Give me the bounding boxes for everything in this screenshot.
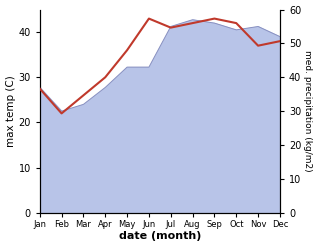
X-axis label: date (month): date (month) — [119, 231, 201, 242]
Y-axis label: med. precipitation (kg/m2): med. precipitation (kg/m2) — [303, 50, 313, 172]
Y-axis label: max temp (C): max temp (C) — [5, 75, 16, 147]
